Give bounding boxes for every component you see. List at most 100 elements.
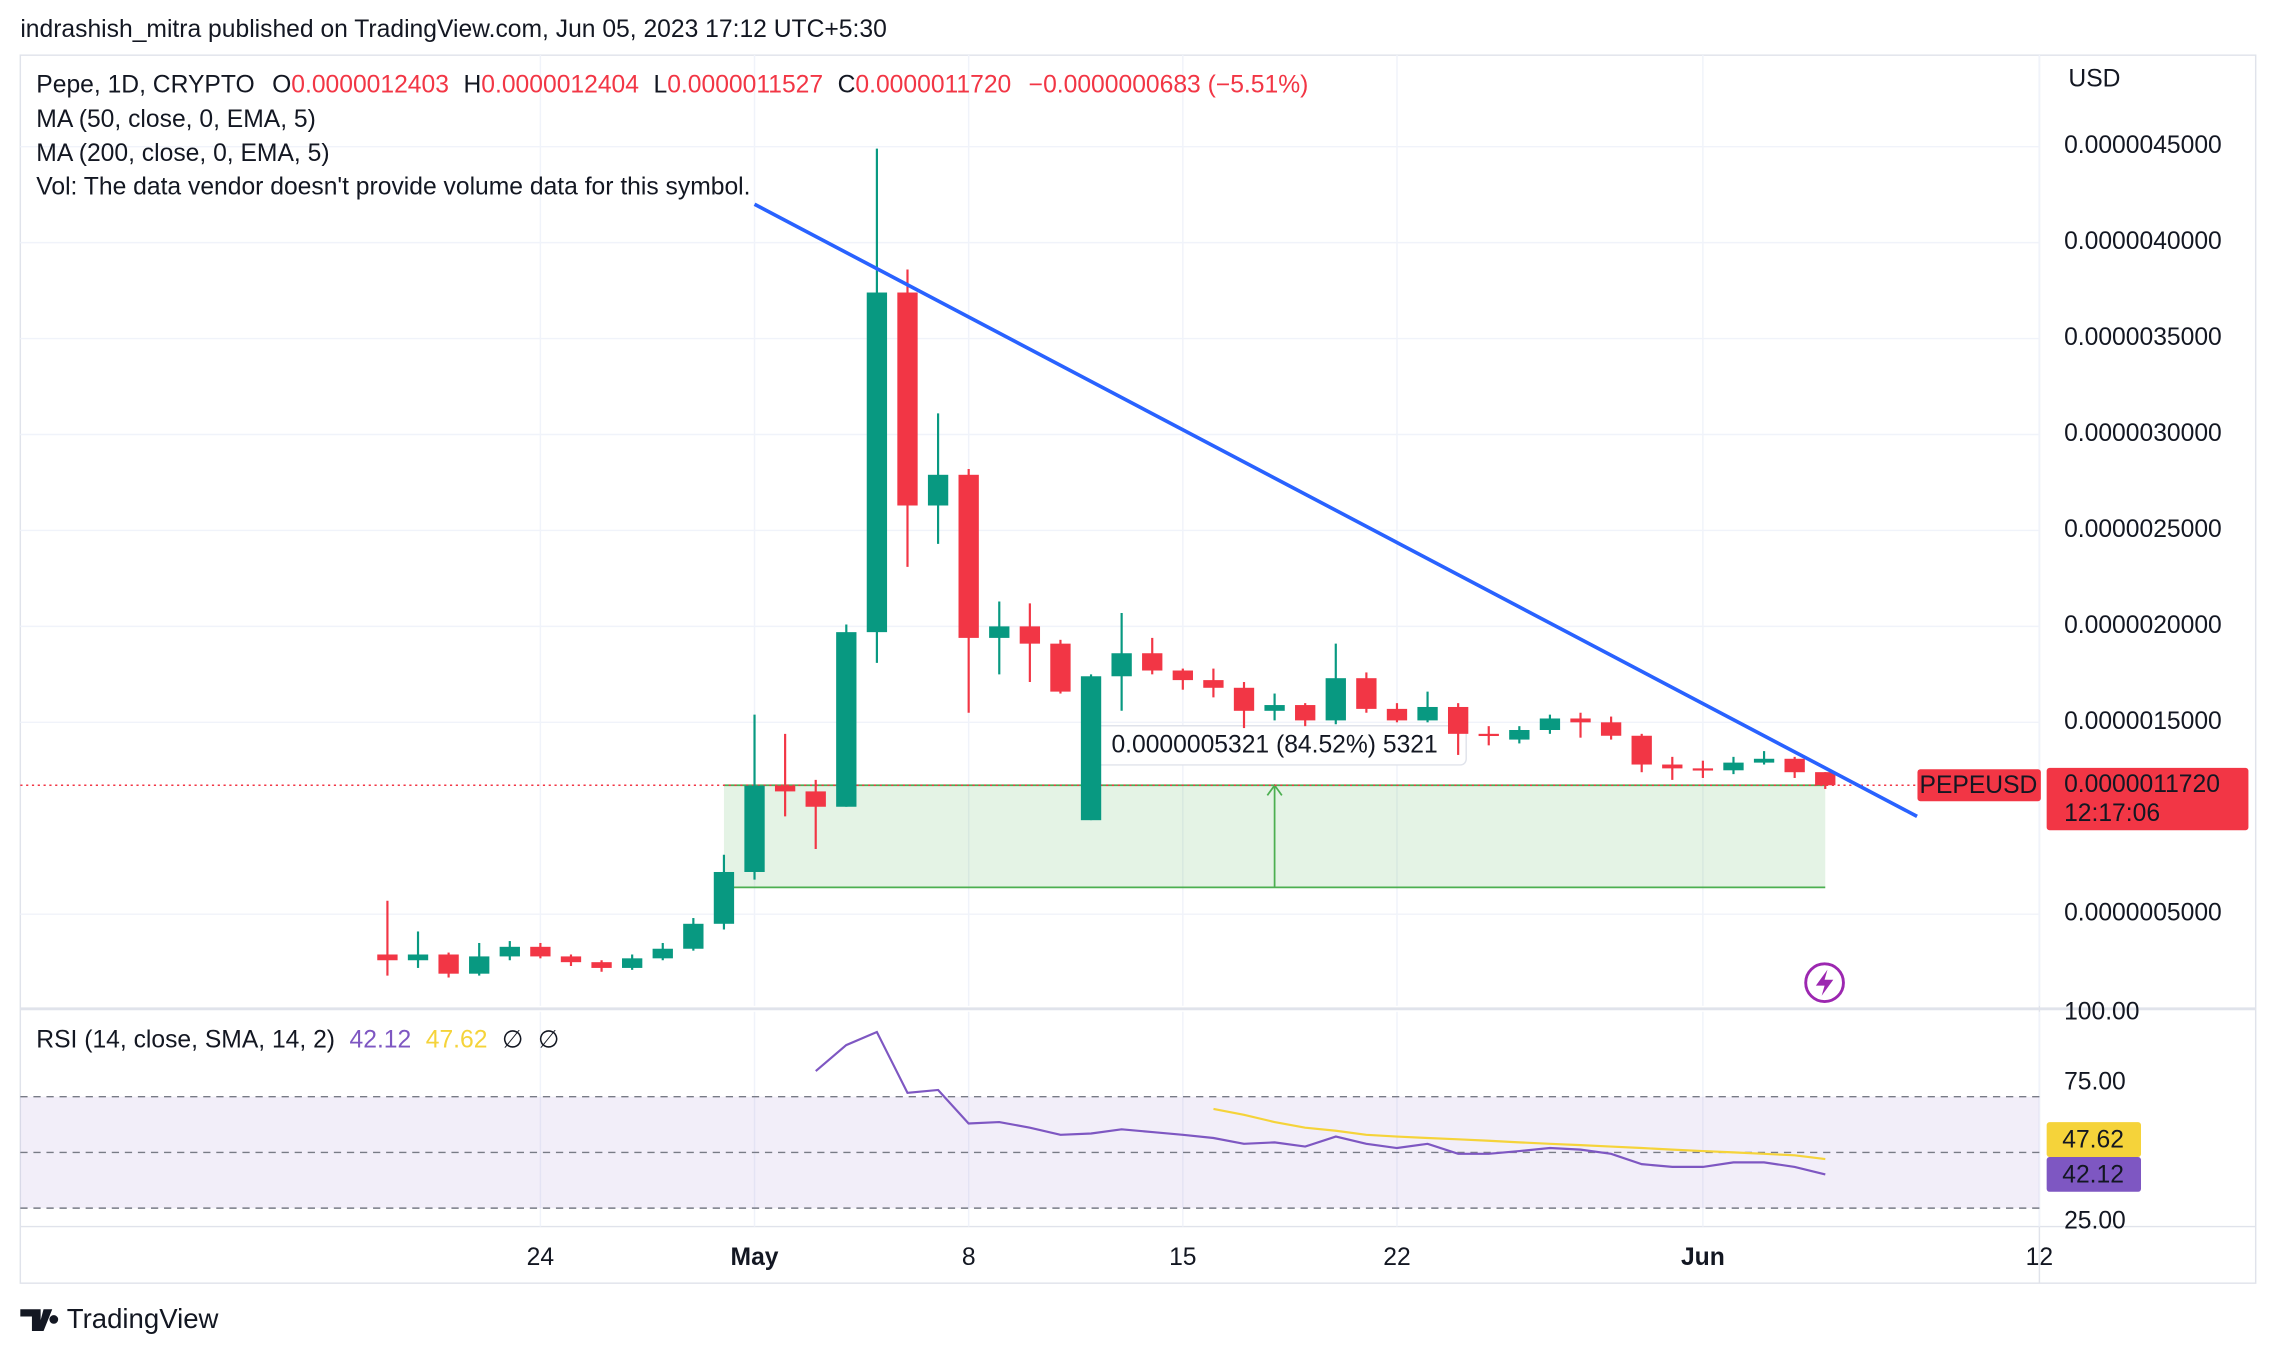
candle-body	[1233, 687, 1255, 711]
candle-body	[469, 956, 490, 974]
price-label-bg	[2046, 767, 2249, 831]
candle-body	[866, 292, 888, 633]
candle-body	[836, 632, 857, 807]
y-tick-label: 0.0000015000	[2064, 708, 2222, 735]
candle-body	[805, 791, 826, 807]
ohlc-key: L	[654, 71, 668, 98]
alert-circle[interactable]	[1804, 962, 1845, 1004]
y-tick-label: 0.0000040000	[2064, 228, 2222, 255]
candle-body	[1325, 678, 1346, 721]
x-tick-label: May	[731, 1244, 779, 1271]
candle-body	[1264, 705, 1285, 711]
ohlc-key: H	[463, 71, 481, 98]
ohlc-value: 0.0000011527	[667, 71, 823, 98]
rsi-value: 47.62	[426, 1026, 488, 1053]
x-tick-label: 15	[1169, 1244, 1196, 1271]
symbol-label-bg	[1917, 769, 2041, 802]
candle-body	[1050, 643, 1071, 692]
candle-body	[1417, 706, 1438, 721]
change: −0.0000000683 (−5.51%)	[1029, 71, 1309, 98]
candle-body	[1172, 670, 1193, 681]
candle-body	[1723, 762, 1744, 771]
rsi-title: RSI (14, close, SMA, 14, 2)	[36, 1026, 335, 1053]
rsi-value: 42.12	[350, 1026, 412, 1053]
candle-body	[713, 871, 735, 924]
rsi-header: RSI (14, close, SMA, 14, 2) 42.12 47.62 ∅ ∅	[36, 1026, 559, 1053]
symbol-title: Pepe, 1D, CRYPTO	[36, 71, 254, 98]
symbol-label: PEPEUSD	[1920, 772, 2038, 799]
alert-icon[interactable]	[1804, 962, 1845, 1004]
candle-body	[1662, 764, 1683, 769]
rsi-line	[815, 1030, 1826, 1176]
x-tick-label: 22	[1383, 1244, 1410, 1271]
rsi-tick-label: 25.00	[2064, 1208, 2126, 1235]
rsi-value-box	[2046, 1156, 2142, 1192]
ohlc-value: 0.0000011720	[855, 71, 1011, 98]
candle-body	[377, 954, 398, 961]
candle-body	[1784, 758, 1805, 773]
attribution: indrashish_mitra published on TradingVie…	[20, 16, 886, 43]
rsi-value-label: 47.62	[2062, 1127, 2124, 1154]
candle-body	[1080, 676, 1102, 821]
candle-body	[1509, 729, 1530, 740]
rsi-tick-label: 75.00	[2064, 1068, 2126, 1095]
candle-body	[1111, 653, 1132, 677]
chart-frame	[19, 54, 2257, 1284]
candle-body	[438, 954, 459, 974]
alert-bolt[interactable]	[1815, 969, 1834, 996]
ohlc-value: 0.0000012404	[481, 71, 639, 98]
candle-body	[652, 948, 673, 959]
indicator-label: MA (50, close, 0, EMA, 5)	[36, 106, 316, 133]
candle-body	[1539, 718, 1561, 730]
candle-body	[1478, 733, 1499, 737]
candle-body	[1447, 706, 1469, 734]
candle-body	[1203, 680, 1224, 688]
candle-body	[1142, 653, 1163, 671]
candle-body	[989, 626, 1010, 638]
candle-body	[958, 474, 979, 638]
measure-label: 0.0000005321 (84.52%) 5321	[1111, 732, 1437, 759]
candle-body	[1356, 678, 1377, 709]
candle-body	[1295, 705, 1316, 721]
candle-body	[407, 954, 429, 961]
rsi-symbol: ∅	[502, 1026, 523, 1053]
logo-text: TradingView	[67, 1303, 219, 1334]
candle-body	[591, 962, 612, 968]
countdown-label: 12:17:06	[2064, 800, 2160, 827]
ohlc-key: O	[272, 71, 291, 98]
indicator-label: Vol: The data vendor doesn't provide vol…	[36, 174, 750, 201]
y-tick-label: 0.0000035000	[2064, 324, 2222, 351]
y-tick-label: 0.0000025000	[2064, 516, 2222, 543]
legend-header: Pepe, 1D, CRYPTO O0.0000012403 H0.00000124…	[36, 71, 1308, 98]
rsi-tick-label: 100.00	[2064, 999, 2139, 1026]
logo-mark	[20, 1309, 59, 1332]
candle-body	[1815, 772, 1836, 786]
candle-body	[530, 946, 551, 957]
y-tick-label: 0.0000005000	[2064, 900, 2222, 927]
rsi-line	[1213, 1107, 1826, 1161]
x-tick-label: 24	[527, 1244, 554, 1271]
indicator-label: MA (200, close, 0, EMA, 5)	[36, 140, 329, 167]
trend-line	[753, 202, 1918, 818]
candle-body	[774, 785, 796, 792]
rsi-value-box	[2046, 1122, 2142, 1157]
y-tick-label: 0.0000045000	[2064, 132, 2222, 159]
ohlc-value: 0.0000012403	[291, 71, 449, 98]
y-tick-label: 0.0000020000	[2064, 612, 2222, 639]
rsi-value-label: 42.12	[2062, 1161, 2124, 1188]
y-tick-label: 0.0000030000	[2064, 420, 2222, 447]
x-tick-label: 12	[2026, 1244, 2053, 1271]
x-tick-label: Jun	[1681, 1244, 1725, 1271]
candle-body	[499, 946, 520, 957]
rsi-symbol: ∅	[538, 1026, 559, 1053]
x-tick-label: 8	[962, 1244, 976, 1271]
y-unit: USD	[2068, 65, 2120, 92]
candle-body	[1631, 735, 1652, 765]
candle-body	[1570, 718, 1591, 723]
ohlc-key: C	[838, 71, 856, 98]
candle-body	[1600, 722, 1622, 736]
candle-body	[927, 474, 949, 506]
